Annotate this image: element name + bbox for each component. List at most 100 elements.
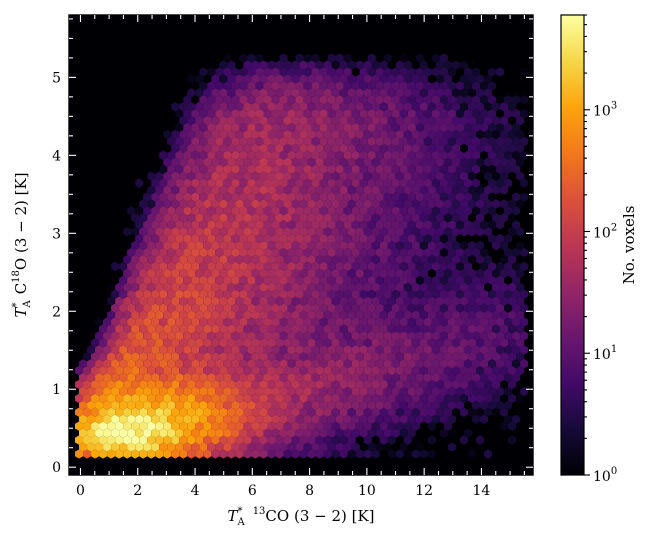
hex-cell	[119, 386, 128, 397]
hex-cell	[379, 185, 388, 195]
hex-cell	[476, 379, 485, 390]
hex-cell	[247, 261, 256, 272]
hex-cell	[275, 199, 284, 209]
hex-cell	[323, 60, 332, 70]
hex-cell	[315, 435, 324, 445]
hex-cell	[147, 254, 156, 265]
hex-cell	[343, 234, 352, 244]
hex-cell	[355, 171, 364, 181]
hex-cell	[151, 247, 160, 258]
hex-cell	[151, 331, 160, 341]
hex-cell	[175, 372, 184, 383]
hex-cell	[419, 74, 428, 84]
hex-cell	[235, 379, 244, 390]
hex-cell	[279, 192, 288, 202]
hex-cell	[347, 185, 356, 195]
hex-cell	[167, 359, 176, 369]
hex-cell	[423, 261, 432, 272]
hex-cell	[447, 136, 456, 147]
hex-cell	[335, 150, 344, 160]
hex-cell	[492, 115, 501, 126]
hex-cell	[163, 393, 172, 404]
hex-cell	[307, 282, 316, 292]
hex-cell	[387, 240, 396, 251]
hex-cell	[163, 268, 172, 278]
hex-cell	[343, 136, 352, 147]
hex-cell	[211, 240, 220, 251]
hex-cell	[159, 386, 168, 397]
hex-cell	[347, 407, 356, 417]
hex-cell	[227, 352, 236, 362]
hex-cell	[375, 164, 384, 174]
hex-cell	[375, 442, 384, 452]
hex-cell	[407, 247, 416, 258]
hex-cell	[331, 240, 340, 251]
hex-cell	[455, 164, 464, 174]
hex-cell	[187, 213, 196, 223]
hex-cell	[419, 60, 428, 70]
hex-cell	[239, 67, 248, 77]
hex-cell	[143, 372, 152, 383]
hex-cell	[383, 192, 392, 202]
hex-cell	[331, 282, 340, 292]
hex-cell	[447, 109, 456, 119]
hex-cell	[480, 136, 489, 147]
hex-cell	[355, 213, 364, 223]
hex-cell	[363, 449, 372, 459]
hex-cell	[163, 282, 172, 292]
hex-cell	[443, 379, 452, 390]
hex-cell	[359, 261, 368, 272]
hex-cell	[504, 234, 513, 244]
hex-cell	[496, 345, 505, 355]
hex-cell	[459, 393, 468, 404]
hex-cell	[331, 268, 340, 278]
hex-cell	[179, 102, 188, 112]
hex-cell	[439, 414, 448, 424]
hex-cell	[95, 442, 104, 452]
hex-cell	[239, 53, 248, 63]
hex-cell	[203, 338, 212, 348]
hex-cell	[435, 282, 444, 292]
hex-cell	[151, 220, 160, 230]
hex-cell	[403, 102, 412, 112]
hex-cell	[496, 164, 505, 174]
hex-cell	[159, 261, 168, 272]
hex-cell	[295, 303, 304, 313]
hex-cell	[231, 261, 240, 272]
hex-cell	[299, 324, 308, 334]
hex-cell	[492, 338, 501, 348]
hex-cell	[311, 275, 320, 285]
hex-cell	[151, 178, 160, 188]
hex-cell	[203, 227, 212, 237]
hex-cell	[207, 372, 216, 383]
hex-cell	[195, 88, 204, 98]
hex-cell	[143, 192, 152, 202]
hex-cell	[391, 67, 400, 77]
hex-cell	[363, 227, 372, 237]
hex-cell	[207, 192, 216, 202]
hex-cell	[451, 393, 460, 404]
hex-cell	[504, 122, 513, 133]
hex-cell	[415, 289, 424, 299]
hex-cell	[331, 365, 340, 376]
hex-cell	[231, 331, 240, 341]
hex-cell	[131, 352, 140, 362]
hex-cell	[339, 449, 348, 459]
hex-cell	[508, 435, 517, 445]
hex-cell	[459, 254, 468, 265]
hex-cell	[500, 268, 509, 278]
hex-cell	[387, 157, 396, 167]
hex-cell	[467, 365, 476, 376]
hex-cell	[239, 414, 248, 424]
hex-cell	[407, 414, 416, 424]
hex-cell	[275, 88, 284, 98]
hex-cell	[259, 240, 268, 251]
hex-cell	[435, 379, 444, 390]
hex-cell	[359, 164, 368, 174]
hex-cell	[263, 81, 272, 91]
hex-cell	[303, 400, 312, 410]
hex-cell	[235, 227, 244, 237]
hex-cell	[355, 365, 364, 376]
hex-cell	[363, 213, 372, 223]
hex-cell	[243, 88, 252, 98]
